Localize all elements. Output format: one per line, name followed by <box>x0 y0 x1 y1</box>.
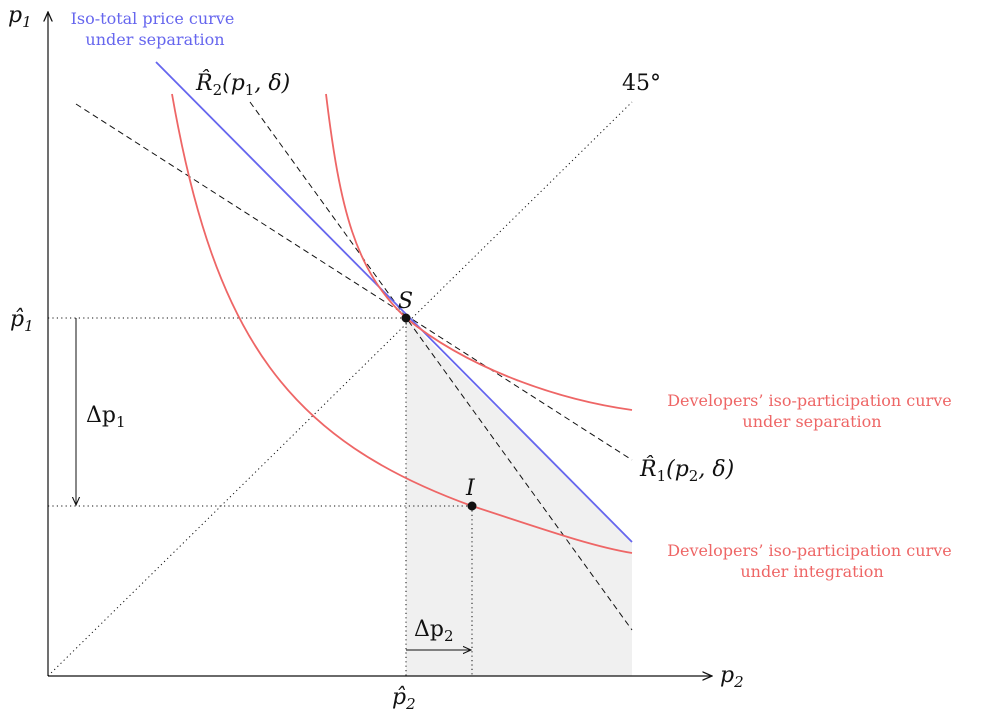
iso-total-price-curve <box>155 61 633 543</box>
p2-hat-tick-label: p̂2 <box>392 685 416 713</box>
iso-total-label: Iso-total price curve under separation <box>71 9 240 49</box>
angle-label: 45° <box>622 71 661 96</box>
reaction-r2-label: R̂2(p1, δ) <box>195 70 290 99</box>
point-i <box>467 501 477 511</box>
delta-p1-label: Δp1 <box>86 403 126 431</box>
dev-iso-participation-integration-curve <box>171 93 633 554</box>
x-axis-label: p2 <box>720 663 744 691</box>
point-s <box>401 313 411 323</box>
dev-integration-label: Developers’ iso-participation curve unde… <box>667 541 957 581</box>
dev-iso-participation-separation-curve <box>325 93 633 411</box>
point-s-label: S <box>398 289 413 314</box>
y-axis-label: p1 <box>8 3 32 31</box>
dev-separation-label: Developers’ iso-participation curve unde… <box>667 391 957 431</box>
reaction-r1-line <box>75 103 633 461</box>
reaction-r2-line <box>249 101 633 631</box>
shaded-region <box>406 318 632 676</box>
reaction-r1-label: R̂1(p2, δ) <box>639 456 734 485</box>
delta-p2-label: Δp2 <box>414 617 454 645</box>
point-i-label: I <box>465 476 476 501</box>
p1-hat-tick-label: p̂1 <box>10 307 34 335</box>
diagonal-45-line <box>47 101 633 677</box>
